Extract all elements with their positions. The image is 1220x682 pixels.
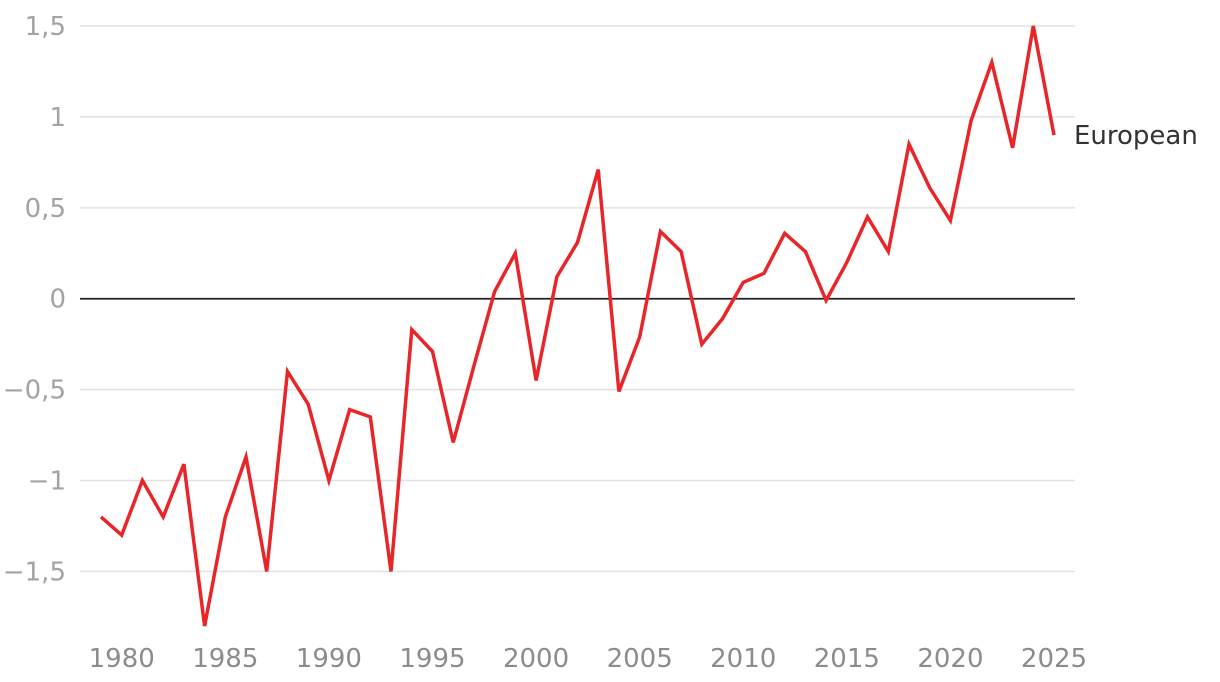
x-axis-ticks: 1980 1985 1990 1995 2000 2005 2010 2015 2020 2025 [89,644,1087,674]
y-tick-label: 0,5 [25,194,66,224]
y-tick-label: −0,5 [3,376,66,406]
y-tick-label: 0 [49,285,66,315]
y-tick-label: −1,5 [3,557,66,587]
series-labels: European [1074,121,1198,151]
x-tick-label: 2020 [917,644,983,674]
y-tick-label: 1,5 [25,12,66,42]
y-axis-ticks: 1,5 1 0,5 0 −0,5 −1 −1,5 [3,12,66,587]
x-tick-label: 1980 [89,644,155,674]
x-tick-label: 1995 [399,644,465,674]
gridlines [80,25,1075,573]
x-tick-label: 1985 [192,644,258,674]
x-tick-label: 2025 [1021,644,1087,674]
x-tick-label: 2005 [607,644,673,674]
x-tick-label: 1990 [296,644,362,674]
y-tick-label: −1 [28,467,66,497]
y-tick-label: 1 [49,103,66,133]
series-line [99,25,1056,627]
x-tick-label: 2000 [503,644,569,674]
series-label: European [1074,121,1198,151]
series-lines [99,25,1056,627]
x-tick-label: 2010 [710,644,776,674]
x-tick-label: 2015 [814,644,880,674]
